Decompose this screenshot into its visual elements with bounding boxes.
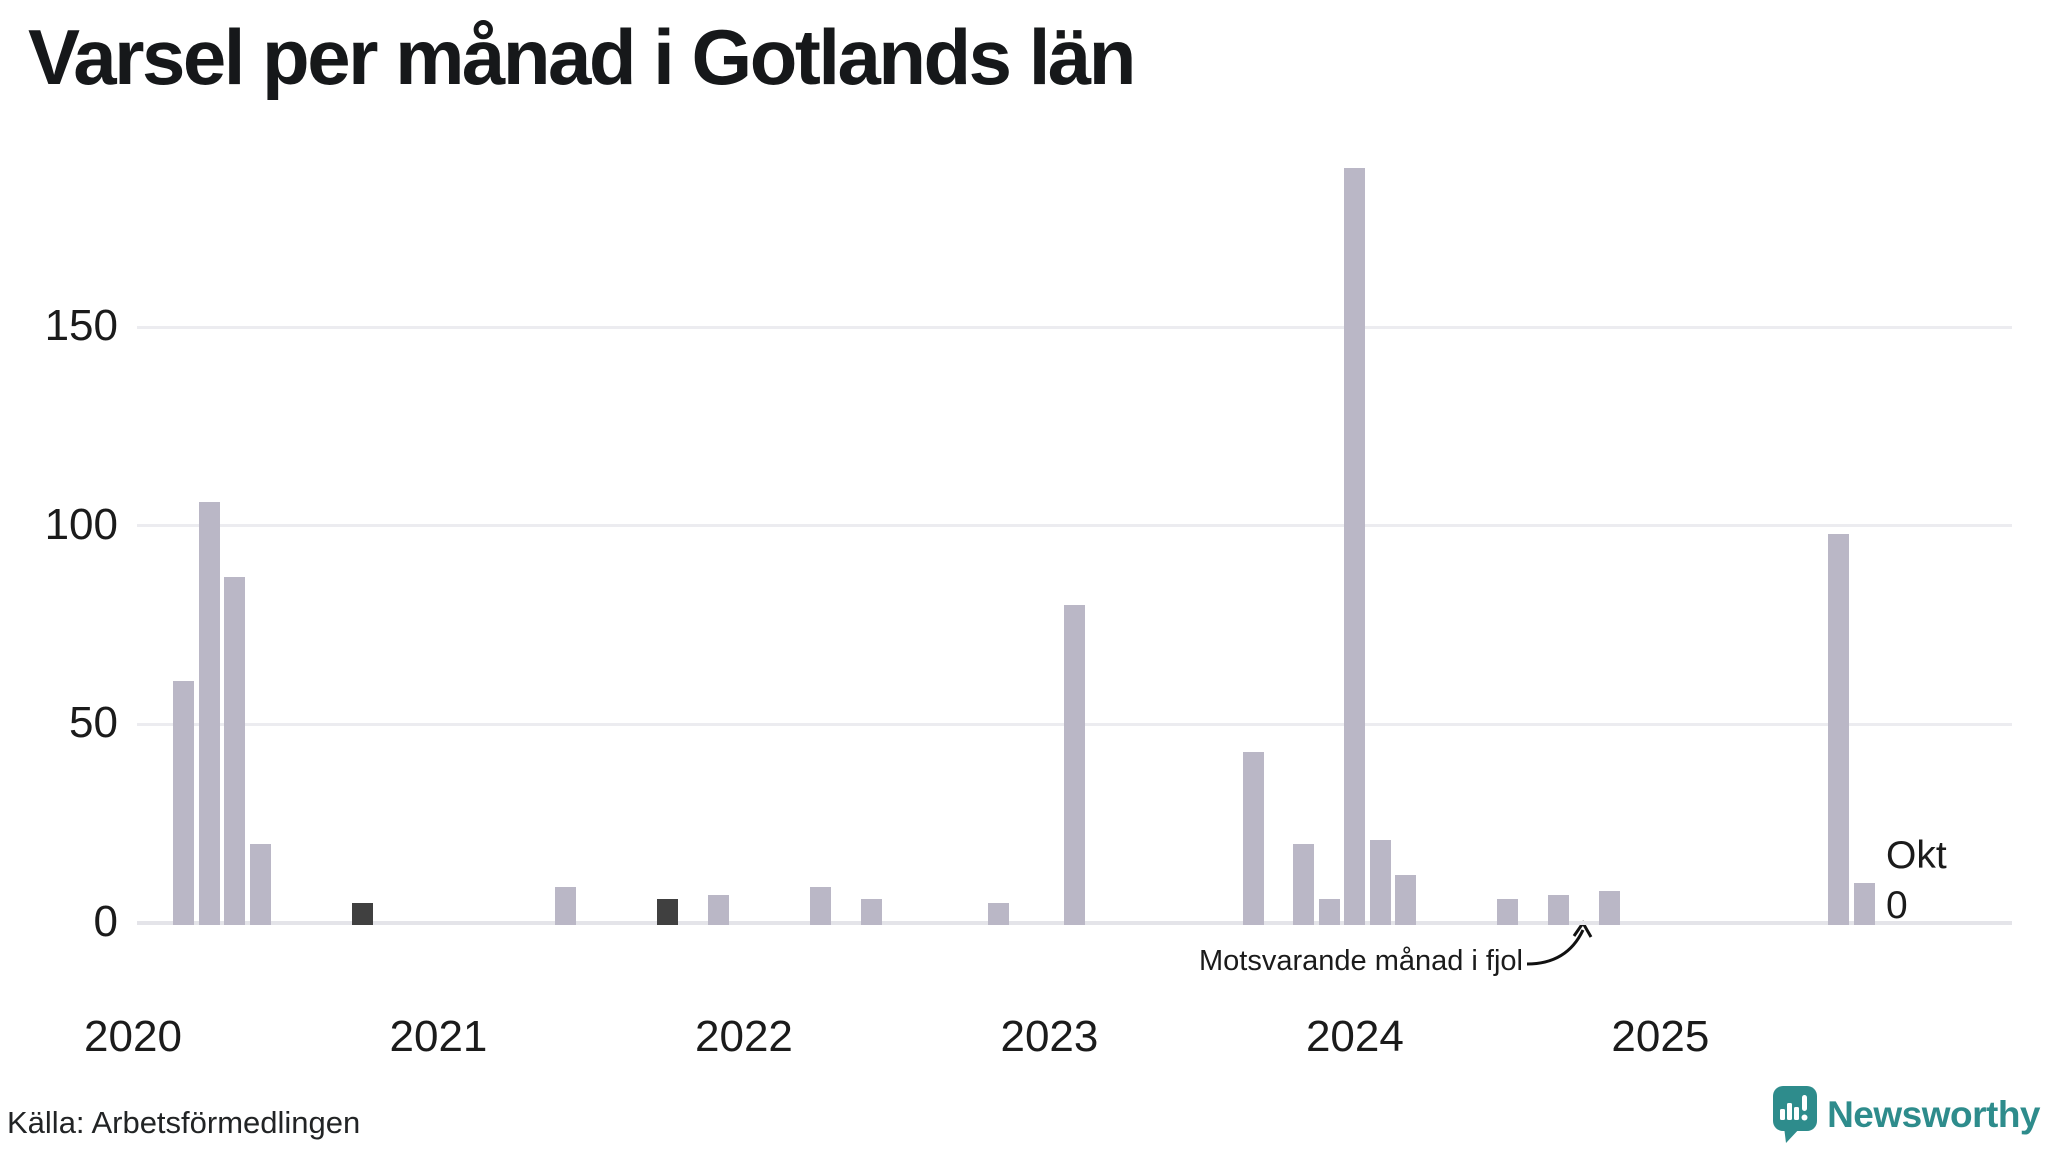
newsworthy-bubble-icon bbox=[1773, 1086, 1818, 1143]
x-axis-year-2025: 2025 bbox=[1611, 1012, 1710, 1061]
bar-2022-11 bbox=[988, 903, 1010, 925]
bar-2022-06 bbox=[860, 899, 882, 925]
latest-month-label: Okt 0 bbox=[1886, 831, 1947, 931]
bar-2024-01 bbox=[1344, 168, 1366, 925]
latest-month-value: 0 bbox=[1886, 884, 1908, 927]
bar-2025-09 bbox=[1853, 883, 1875, 925]
annotation-same-month-last-year: Motsvarande månad i fjol bbox=[1199, 945, 1523, 977]
x-axis-year-2021: 2021 bbox=[389, 1012, 488, 1061]
bar-2020-10 bbox=[351, 903, 373, 925]
gridline-150 bbox=[137, 325, 2012, 329]
bar-2022-04 bbox=[809, 887, 831, 925]
bar-2023-09 bbox=[1242, 752, 1264, 925]
chart-title: Varsel per månad i Gotlands län bbox=[28, 13, 1136, 101]
newsworthy-logo: Newsworthy bbox=[1773, 1084, 2040, 1146]
bar-2021-12 bbox=[707, 895, 729, 925]
y-axis-tick-100: 100 bbox=[44, 499, 118, 549]
x-axis-year-2023: 2023 bbox=[1000, 1012, 1099, 1061]
y-axis-tick-0: 0 bbox=[93, 897, 118, 946]
x-axis-year-2020: 2020 bbox=[84, 1012, 182, 1061]
bar-2020-06 bbox=[249, 843, 271, 925]
latest-month-name: Okt bbox=[1886, 834, 1947, 877]
bar-2023-12 bbox=[1318, 899, 1340, 925]
bar-2024-11 bbox=[1598, 891, 1620, 925]
bar-2021-10 bbox=[657, 899, 679, 925]
bar-2023-02 bbox=[1064, 605, 1086, 925]
gridline-100 bbox=[137, 524, 2012, 528]
bar-2020-05 bbox=[224, 577, 246, 925]
bar-2020-03 bbox=[173, 680, 195, 925]
newsworthy-wordmark: Newsworthy bbox=[1827, 1094, 2040, 1135]
y-axis-tick-150: 150 bbox=[44, 301, 118, 350]
bar-2023-11 bbox=[1293, 843, 1315, 925]
bar-2021-06 bbox=[555, 887, 577, 925]
bar-2024-02 bbox=[1369, 839, 1391, 925]
bar-2020-04 bbox=[198, 501, 220, 925]
bar-2024-09 bbox=[1548, 895, 1570, 925]
y-axis-tick-50: 50 bbox=[69, 698, 118, 748]
x-axis-year-2024: 2024 bbox=[1305, 1012, 1404, 1061]
bar-2025-08 bbox=[1828, 533, 1850, 925]
x-axis-year-2022: 2022 bbox=[695, 1012, 793, 1061]
bar-2024-03 bbox=[1395, 875, 1417, 925]
source-caption: Källa: Arbetsförmedlingen bbox=[7, 1105, 361, 1140]
bar-2024-07 bbox=[1497, 899, 1519, 925]
